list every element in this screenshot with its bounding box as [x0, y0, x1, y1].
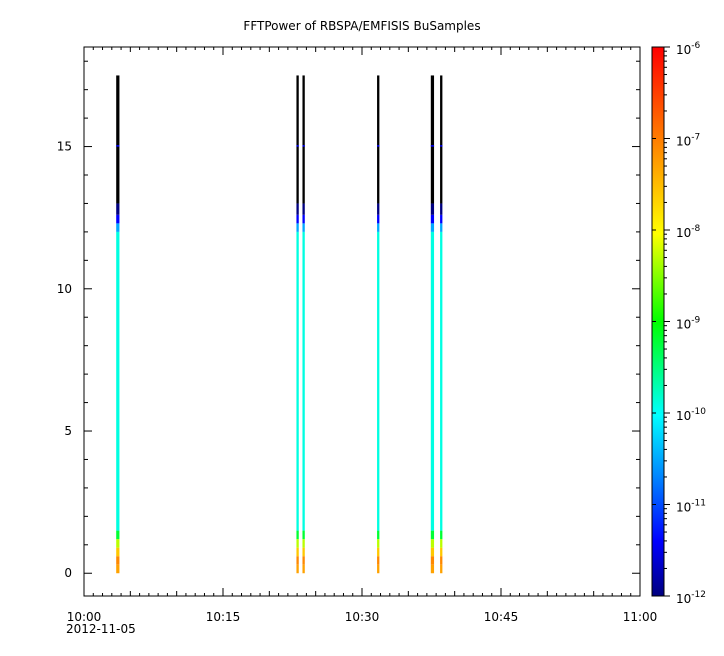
- spectrum-cell: [296, 539, 299, 548]
- spectrum-cell: [430, 75, 435, 204]
- spectrum-cell: [116, 231, 120, 531]
- spectrum-cell: [296, 203, 299, 215]
- y-axis: 0 5 10 15: [57, 60, 640, 580]
- spectrogram-data: [116, 75, 443, 574]
- spectrum-cell: [302, 564, 305, 574]
- x-date-label: 2012-11-05: [66, 622, 136, 636]
- spectrum-cell: [116, 530, 120, 540]
- spectrum-cell: [440, 231, 443, 531]
- spectrum-cell: [302, 547, 305, 557]
- spectrum-cell: [296, 564, 299, 574]
- spectrum-cell: [440, 564, 443, 574]
- spectrum-cell: [116, 203, 120, 215]
- spectrum-cell: [377, 547, 380, 557]
- spectrum-cell: [296, 556, 299, 565]
- y-tick-label: 15: [57, 140, 72, 154]
- spectrum-cell: [440, 214, 443, 224]
- spectrum-column: [440, 75, 443, 574]
- spectrum-cell: [430, 203, 435, 215]
- colorbar-tick-label: 10-6: [676, 41, 701, 57]
- spectrum-cell: [116, 214, 120, 224]
- spectrum-cell: [302, 203, 305, 215]
- x-tick-label: 10:00: [67, 610, 102, 624]
- spectrum-cell: [377, 223, 380, 232]
- spectrum-cell: [440, 556, 443, 565]
- spectrum-cell: [302, 539, 305, 548]
- x-tick-label: 10:30: [345, 610, 380, 624]
- spectrum-cell: [296, 223, 299, 232]
- colorbar-tick-label: 10-9: [676, 316, 701, 332]
- spectrum-cell: [430, 223, 435, 232]
- spectrum-cell: [302, 556, 305, 565]
- x-tick-label: 11:00: [623, 610, 658, 624]
- spectrum-cell: [116, 223, 120, 232]
- x-tick-label: 10:15: [206, 610, 241, 624]
- spectrum-cell: [377, 145, 380, 147]
- colorbar-tick-label: 10-11: [676, 499, 706, 515]
- spectrum-cell: [302, 75, 305, 204]
- spectrum-cell: [116, 539, 120, 548]
- spectrum-cell: [116, 547, 120, 557]
- spectrum-cell: [296, 530, 299, 540]
- y-tick-label: 10: [57, 282, 72, 296]
- spectrum-cell: [430, 547, 435, 557]
- colorbar-tick-label: 10-10: [676, 407, 706, 423]
- spectrum-cell: [116, 75, 120, 204]
- spectrum-cell: [302, 530, 305, 540]
- y-tick-label: 5: [64, 424, 72, 438]
- spectrum-cell: [377, 530, 380, 540]
- spectrum-cell: [377, 539, 380, 548]
- x-axis: 10:00 10:15 10:30 10:45 11:00: [67, 47, 658, 624]
- colorbar-tick-label: 10-8: [676, 224, 701, 240]
- x-tick-label: 10:45: [484, 610, 519, 624]
- spectrum-cell: [377, 556, 380, 565]
- spectrum-cell: [377, 564, 380, 574]
- spectrum-cell: [296, 75, 299, 204]
- spectrum-cell: [377, 203, 380, 215]
- spectrum-cell: [296, 547, 299, 557]
- spectrum-cell: [116, 564, 120, 574]
- spectrum-cell: [430, 530, 435, 540]
- spectrum-cell: [430, 539, 435, 548]
- spectrum-cell: [430, 231, 435, 531]
- spectrum-cell: [440, 223, 443, 232]
- spectrum-column: [430, 75, 435, 574]
- chart-title: FFTPower of RBSPA/EMFISIS BuSamples: [243, 19, 480, 33]
- spectrum-cell: [302, 145, 305, 147]
- spectrum-column: [296, 75, 299, 574]
- spectrum-cell: [296, 231, 299, 531]
- spectrum-cell: [377, 75, 380, 204]
- spectrum-cell: [296, 145, 299, 147]
- spectrum-cell: [440, 530, 443, 540]
- colorbar-tick-label: 10-12: [676, 590, 706, 606]
- spectrum-cell: [440, 145, 443, 147]
- spectrum-column: [302, 75, 305, 574]
- colorbar-axis: 10-12 10-11 10-10 10-9 10-8 10-7 10-6: [652, 41, 706, 606]
- spectrum-cell: [440, 75, 443, 204]
- spectrum-cell: [440, 547, 443, 557]
- spectrum-cell: [377, 231, 380, 531]
- spectrum-cell: [377, 214, 380, 224]
- spectrum-cell: [430, 145, 435, 147]
- spectrum-cell: [116, 556, 120, 565]
- spectrum-cell: [296, 214, 299, 224]
- colorbar-tick-label: 10-7: [676, 133, 700, 149]
- spectrum-cell: [430, 214, 435, 224]
- spectrum-cell: [440, 539, 443, 548]
- spectrum-cell: [430, 556, 435, 565]
- spectrum-cell: [430, 564, 435, 574]
- spectrum-cell: [116, 145, 120, 147]
- spectrum-cell: [302, 231, 305, 531]
- spectrum-cell: [440, 203, 443, 215]
- spectrum-column: [116, 75, 120, 574]
- y-tick-label: 0: [64, 566, 72, 580]
- spectrum-cell: [302, 223, 305, 232]
- spectrum-column: [377, 75, 380, 574]
- plot-frame: [83, 46, 641, 597]
- spectrum-cell: [302, 214, 305, 224]
